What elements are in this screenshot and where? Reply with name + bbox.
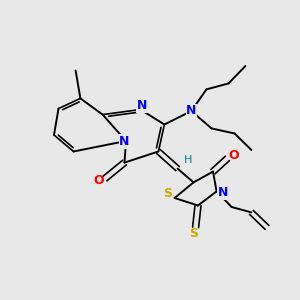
Text: O: O	[228, 149, 239, 162]
Text: S: S	[164, 187, 172, 200]
Text: H: H	[184, 154, 192, 165]
Text: N: N	[218, 186, 228, 200]
Text: N: N	[186, 104, 197, 118]
Text: N: N	[119, 135, 130, 148]
Text: N: N	[137, 99, 147, 112]
Text: S: S	[190, 227, 199, 240]
Text: O: O	[93, 174, 104, 188]
